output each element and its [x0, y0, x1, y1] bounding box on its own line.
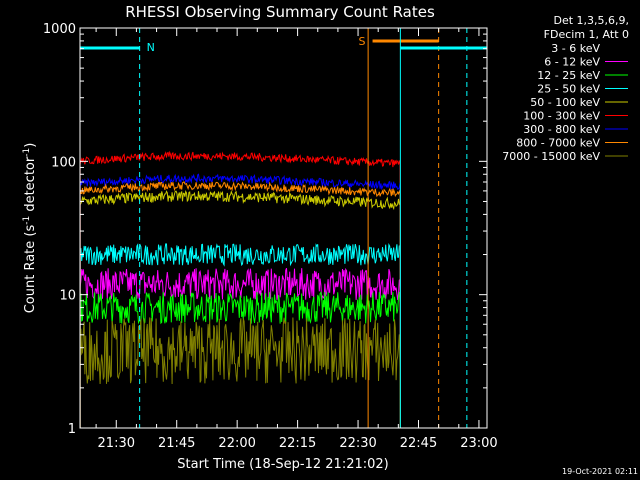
- series-line: [79, 291, 401, 429]
- night-label: N: [147, 41, 155, 54]
- legend-label: 25 - 50 keV: [537, 83, 600, 96]
- x-tick-label: 23:00: [460, 436, 497, 451]
- series-line: [79, 173, 401, 429]
- legend-label: 800 - 7000 keV: [516, 137, 600, 150]
- x-tick-label: 22:45: [400, 436, 437, 451]
- series-line: [79, 317, 401, 429]
- legend-header-line2: FDecim 1, Att 0: [544, 28, 629, 41]
- y-axis-label: Count Rate (s-1 detector-1): [22, 143, 38, 314]
- x-tick-label: 22:00: [218, 436, 255, 451]
- timestamp: 19-Oct-2021 02:11: [562, 467, 638, 476]
- chart-title: RHESSI Observing Summary Count Rates: [125, 3, 435, 21]
- y-axis-label-part3: ): [23, 143, 38, 148]
- legend-label: 7000 - 15000 keV: [502, 150, 600, 163]
- x-tick-label: 22:30: [339, 436, 376, 451]
- series-line: [79, 181, 401, 429]
- x-tick-label: 21:45: [158, 436, 195, 451]
- series-line: [79, 242, 401, 429]
- y-tick-label: 100: [51, 155, 76, 170]
- series-line: [79, 150, 401, 429]
- y-tick-label: 1000: [43, 22, 76, 37]
- tick-layer: 1 10 100 1000 21:30 21:45 22:00 22:15 22:30 22:45…: [43, 22, 498, 451]
- x-tick-label: 22:15: [279, 436, 316, 451]
- legend-label: 6 - 12 keV: [544, 56, 600, 69]
- series-line: [79, 267, 401, 429]
- x-tick-label: 21:30: [98, 436, 135, 451]
- legend-label: 300 - 800 keV: [523, 123, 600, 136]
- y-tick-label: 1: [68, 422, 76, 437]
- saa-label: S: [359, 35, 366, 48]
- plot-frame: [79, 27, 488, 429]
- legend-label: 12 - 25 keV: [537, 69, 600, 82]
- x-axis-label: Start Time (18-Sep-12 21:21:02): [177, 457, 388, 472]
- legend-header-line1: Det 1,3,5,6,9,: [553, 14, 629, 27]
- y-axis-label-part2: detector: [23, 156, 38, 216]
- y-axis-label-part1: Count Rate (s: [23, 225, 38, 314]
- series-line: [79, 190, 401, 429]
- series-layer: [79, 150, 401, 429]
- y-tick-label: 10: [59, 289, 76, 304]
- legend-label: 3 - 6 keV: [551, 42, 600, 55]
- legend-label: 50 - 100 keV: [530, 96, 600, 109]
- legend-label: 100 - 300 keV: [523, 110, 600, 123]
- y-axis-label-sup2: -1: [22, 148, 32, 157]
- y-axis-label-sup1: -1: [22, 216, 32, 225]
- legend: Det 1,3,5,6,9, FDecim 1, Att 0 3 - 6 keV…: [502, 14, 629, 163]
